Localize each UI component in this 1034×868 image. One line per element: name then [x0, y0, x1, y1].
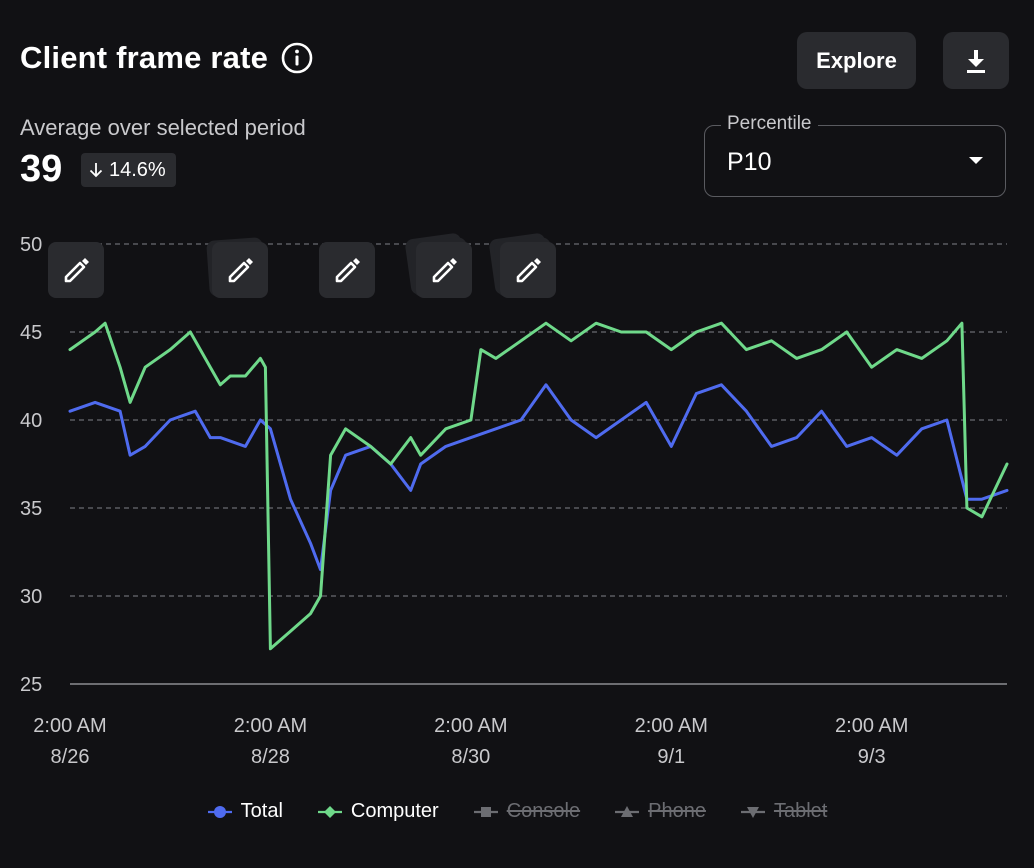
x-tick-date: 9/1: [657, 746, 685, 768]
pencil-icon: [516, 258, 541, 283]
page-title: Client frame rate: [20, 40, 314, 76]
legend-label: Computer: [350, 800, 439, 822]
annotation-card: [319, 242, 375, 298]
legend-label: Phone: [648, 800, 706, 822]
x-tick-label: 2:00 AM: [234, 715, 307, 737]
x-tick-date: 8/26: [51, 746, 90, 768]
legend-marker-circle-icon: [207, 805, 232, 818]
y-tick-label: 25: [20, 674, 42, 696]
y-tick-label: 40: [20, 410, 42, 432]
x-tick-label: 2:00 AM: [835, 715, 908, 737]
percentile-select[interactable]: Percentile P10: [704, 113, 1006, 197]
delta-value: 14.6%: [109, 158, 166, 181]
y-tick-label: 50: [20, 234, 42, 256]
percentile-label: Percentile: [721, 113, 818, 135]
caret-down-icon: [969, 157, 983, 164]
download-button[interactable]: [943, 32, 1009, 89]
line-chart: 25 30 35 40 45 50 2:00 AM 8/26 2:00 AM 8/28 2:00 A…: [20, 234, 1009, 768]
pencil-icon: [228, 258, 253, 283]
arrow-down-icon: [89, 163, 103, 178]
legend-label: Tablet: [773, 800, 828, 822]
pencil-icon: [432, 258, 457, 283]
legend-item-phone[interactable]: Phone: [614, 800, 706, 823]
download-icon: [967, 49, 985, 73]
legend-item-tablet[interactable]: Tablet: [740, 800, 827, 823]
x-tick-label: 2:00 AM: [635, 715, 708, 737]
pencil-icon: [335, 258, 360, 283]
legend-item-console[interactable]: Console: [473, 800, 580, 823]
summary-label: Average over selected period: [20, 115, 306, 140]
annotation-card: [416, 242, 472, 298]
annotation-card: [212, 242, 268, 298]
explore-button[interactable]: Explore: [797, 32, 916, 89]
annotation-card: [500, 242, 556, 298]
x-tick-date: 9/3: [858, 746, 886, 768]
title-text: Client frame rate: [20, 40, 269, 75]
y-tick-label: 35: [20, 498, 42, 520]
legend-marker-triangle-up-icon: [615, 805, 640, 817]
x-tick-label: 2:00 AM: [434, 715, 507, 737]
series-line-total: [68, 383, 1009, 572]
legend-label: Console: [506, 800, 581, 822]
legend-marker-square-icon: [473, 806, 498, 817]
pencil-icon: [64, 258, 89, 283]
y-tick-label: 45: [20, 322, 42, 344]
legend-label: Total: [240, 800, 283, 822]
summary-value: 39: [20, 148, 63, 190]
legend-item-total[interactable]: Total: [207, 800, 283, 823]
legend-marker-diamond-icon: [317, 805, 342, 818]
annotation-card: [48, 242, 104, 298]
x-tick-date: 8/28: [251, 746, 290, 768]
info-icon[interactable]: [280, 41, 314, 75]
annotation-marker[interactable]: [48, 242, 104, 298]
delta-badge: 14.6%: [81, 153, 176, 187]
series-line-computer: [68, 321, 1009, 651]
legend-marker-triangle-down-icon: [740, 806, 765, 818]
annotation-marker[interactable]: [206, 237, 268, 298]
annotation-marker[interactable]: [404, 232, 472, 298]
y-tick-label: 30: [20, 586, 42, 608]
annotation-marker[interactable]: [488, 232, 556, 298]
x-tick-label: 2:00 AM: [33, 715, 106, 737]
chart-legend: Total Computer Console Phone Tablet: [0, 800, 1034, 823]
percentile-value: P10: [727, 148, 772, 176]
x-tick-date: 8/30: [451, 746, 490, 768]
annotation-marker[interactable]: [319, 242, 375, 298]
legend-item-computer[interactable]: Computer: [317, 800, 439, 823]
